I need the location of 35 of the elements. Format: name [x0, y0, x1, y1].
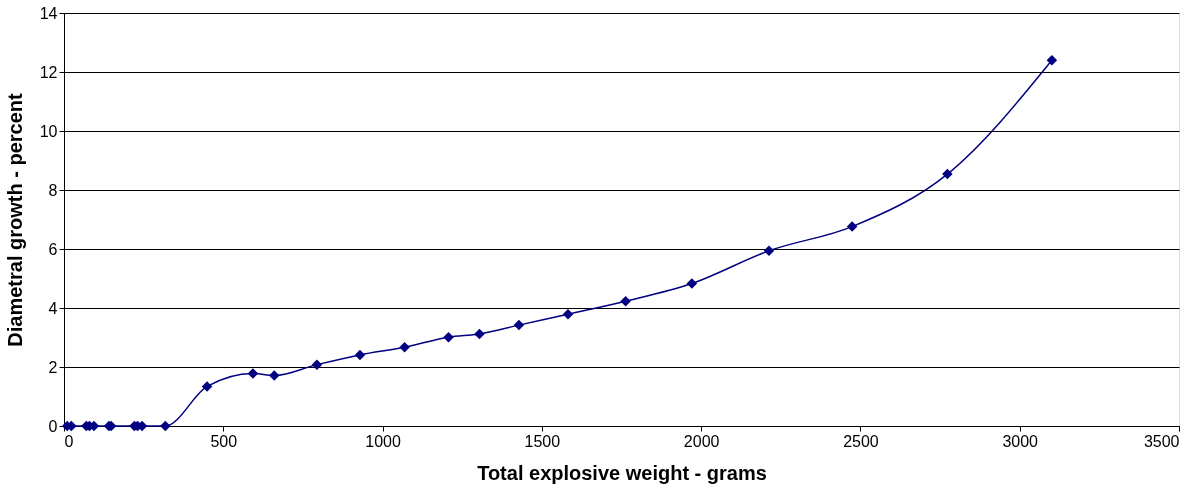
point: [763, 245, 775, 257]
point: [620, 295, 631, 307]
point: [160, 420, 171, 432]
point: [513, 319, 525, 331]
point: [269, 370, 280, 381]
y-tick-label: 10: [39, 122, 58, 140]
y-tick-label: 14: [39, 4, 58, 22]
x-tick-label: 2500: [843, 432, 879, 450]
point: [846, 221, 858, 232]
point: [942, 168, 953, 180]
point: [443, 331, 454, 343]
y-tick-label: 2: [48, 358, 58, 376]
y-tick-label: 4: [48, 299, 58, 317]
point: [399, 341, 410, 353]
point: [474, 328, 485, 340]
y-tick-label: 8: [48, 181, 58, 199]
y-axis-title: Diametral growth - percent: [3, 92, 26, 347]
point: [247, 368, 259, 379]
point: [201, 381, 213, 392]
x-tick-label: 500: [210, 432, 238, 450]
x-tick-label: 1500: [524, 432, 561, 450]
x-tick-label: 0: [64, 432, 74, 450]
point: [686, 278, 698, 289]
x-tick-label: 2000: [683, 432, 720, 450]
point: [562, 308, 574, 320]
x-tick-label: 3500: [1143, 432, 1180, 450]
x-tick-label: 3000: [1002, 432, 1039, 450]
y-tick-label: 6: [48, 240, 58, 258]
x-tick-label: 1000: [365, 432, 401, 450]
y-tick-label: 0: [48, 417, 58, 435]
x-axis-title: Total explosive weight - grams: [477, 461, 767, 484]
point: [354, 349, 366, 361]
point: [1046, 54, 1058, 66]
y-tick-label: 12: [39, 63, 58, 81]
point: [311, 359, 323, 370]
